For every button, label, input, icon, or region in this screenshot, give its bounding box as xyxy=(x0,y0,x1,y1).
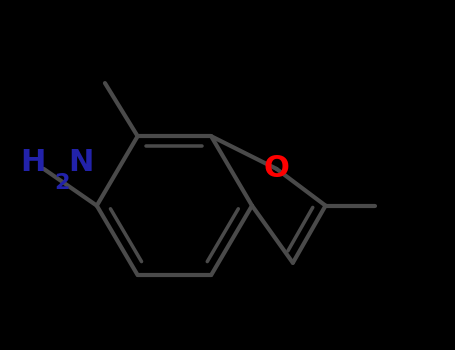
Text: 2: 2 xyxy=(54,173,69,193)
Text: H: H xyxy=(20,148,46,177)
Text: O: O xyxy=(263,154,289,183)
Text: N: N xyxy=(68,148,94,177)
